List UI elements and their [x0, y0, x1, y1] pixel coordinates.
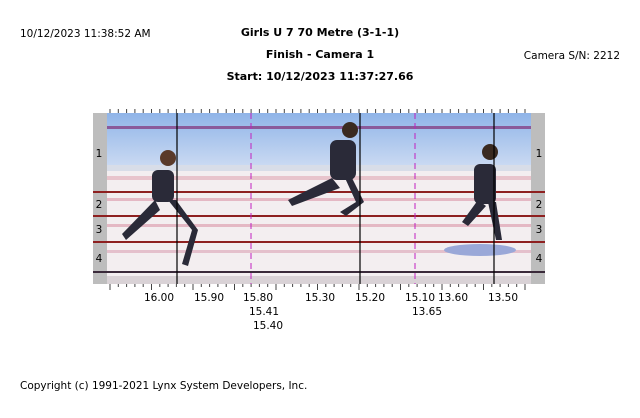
- lane-label: 3: [536, 224, 543, 236]
- timestamp: 10/12/2023 11:38:52 AM: [20, 28, 151, 40]
- finish-time: 15.40: [253, 320, 283, 332]
- time-tick-label: 15.30: [305, 292, 335, 304]
- copyright: Copyright (c) 1991-2021 Lynx System Deve…: [20, 380, 307, 392]
- lane-label: 1: [536, 148, 543, 160]
- time-tick-label: 16.00: [144, 292, 174, 304]
- start-time: Start: 10/12/2023 11:37:27.66: [227, 70, 414, 83]
- ruler-ticks: [109, 109, 526, 290]
- time-tick-label: 15.20: [355, 292, 385, 304]
- camera-name: Finish - Camera 1: [266, 48, 374, 61]
- lane-label: 4: [96, 253, 103, 265]
- finish-time: 15.41: [249, 306, 279, 318]
- time-tick-label: 15.10: [405, 292, 435, 304]
- lane-label: 2: [536, 199, 543, 211]
- time-tick-label: 13.50: [488, 292, 518, 304]
- time-tick-label: 15.80: [243, 292, 273, 304]
- camera-serial: Camera S/N: 2212: [524, 50, 620, 62]
- finish-time: 13.65: [412, 306, 442, 318]
- lane-label: 1: [96, 148, 103, 160]
- lane-label: 4: [536, 253, 543, 265]
- lane-label: 2: [96, 199, 103, 211]
- lane-label: 3: [96, 224, 103, 236]
- finish-image: [93, 113, 545, 284]
- time-tick-label: 15.90: [194, 292, 224, 304]
- event-title: Girls U 7 70 Metre (3-1-1): [241, 26, 399, 39]
- time-tick-label: 13.60: [438, 292, 468, 304]
